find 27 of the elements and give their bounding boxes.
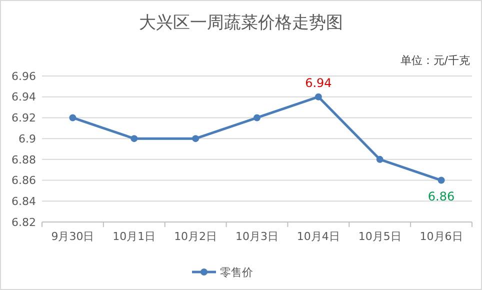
x-tick-label: 10月6日 [420,230,463,243]
y-tick-label: 6.96 [12,70,36,83]
chart-title: 大兴区一周蔬菜价格走势图 [139,13,343,33]
point [130,135,138,142]
point [192,135,200,142]
point [438,176,445,184]
x-tick-label: 10月3日 [236,230,278,243]
y-tick-label: 6.84 [12,194,36,208]
x-tick-label: 10月5日 [358,230,402,243]
x-tick-label: 9月30日 [51,230,94,243]
x-tick-label: 10月1日 [112,230,156,243]
text: 单位：元/千克 [400,54,470,67]
x-tick-label: 10月4日 [296,230,340,243]
y-tick-label: 6.86 [12,174,36,188]
y-tick-label: 6.94 [12,90,36,104]
data-label: 6.94 [305,76,332,90]
point [254,114,260,122]
x-tick-label: 10月2日 [174,230,218,243]
y-tick-label: 6.9 [18,132,36,146]
point [314,93,322,100]
point [376,156,384,163]
y-tick-label: 6.82 [12,216,36,229]
y-tick-label: 6.88 [12,153,36,166]
legend-label: 零售价 [220,266,253,279]
point [69,114,76,122]
y-tick-label: 6.92 [12,112,36,125]
data-label: 6.86 [428,189,455,204]
